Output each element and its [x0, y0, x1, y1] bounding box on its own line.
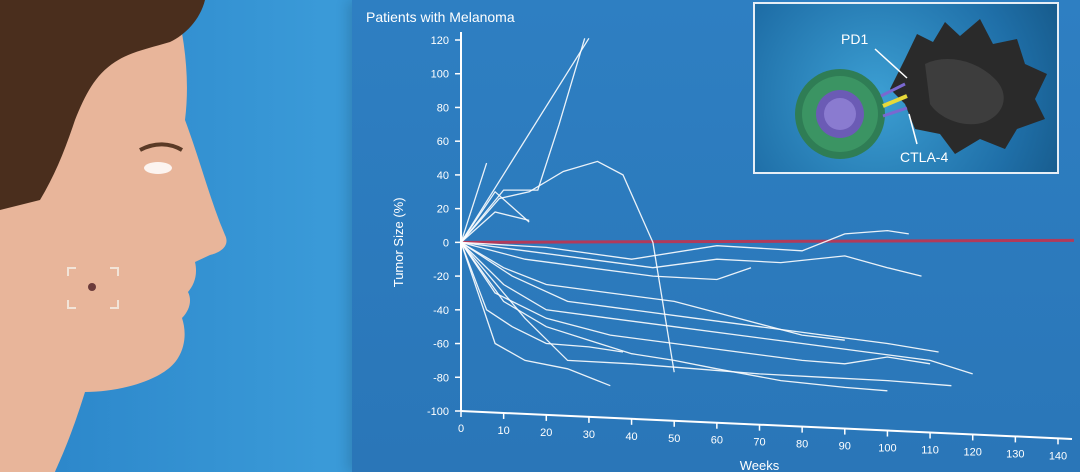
x-tick-label: 130	[1006, 448, 1024, 460]
x-tick-label: 90	[839, 441, 851, 453]
y-tick-label: 0	[443, 237, 449, 249]
x-tick-label: 110	[921, 444, 939, 456]
x-axis	[460, 410, 1073, 440]
face-profile	[0, 0, 227, 472]
chart-title: Patients with Melanoma	[366, 9, 515, 25]
x-tick-label: 20	[540, 427, 552, 439]
y-tick-label: 40	[437, 170, 449, 182]
x-tick-label: 50	[668, 433, 680, 445]
patient-line-5	[460, 160, 675, 373]
patient-line-2	[460, 162, 488, 243]
chart-panel: Patients with Melanoma Tumor Size (%) We…	[352, 0, 1080, 472]
pd1-label: PD1	[841, 31, 868, 47]
y-tick-label: -60	[433, 339, 449, 351]
x-tick-label: 0	[458, 423, 464, 435]
x-tick-label: 80	[796, 439, 808, 451]
patient-line-7	[460, 229, 909, 260]
y-tick-label: 80	[437, 102, 449, 114]
ctla4-pointer	[908, 113, 918, 145]
x-tick-label: 70	[753, 437, 765, 449]
eye-icon	[144, 162, 172, 174]
y-tick-label: 20	[437, 204, 449, 216]
y-tick-label: 100	[431, 69, 449, 81]
ctla4-label: CTLA-4	[900, 149, 948, 165]
focus-bracket-icon	[67, 267, 119, 309]
patient-line-1	[460, 37, 590, 243]
x-tick-label: 100	[878, 443, 896, 455]
patient-line-9	[460, 241, 752, 281]
patient-line-17	[460, 241, 952, 387]
patient-line-10	[460, 241, 845, 341]
patient-line-15	[460, 242, 611, 387]
patient-line-16	[460, 242, 888, 392]
y-tick-label: -80	[433, 372, 449, 384]
patient-line-12	[460, 241, 973, 375]
y-tick-label: -20	[433, 271, 449, 283]
y-tick-label: -100	[427, 406, 449, 418]
patient-line-13	[460, 242, 931, 365]
patient-line-3	[460, 190, 530, 243]
mole-icon	[88, 283, 96, 291]
y-tick-label: 120	[431, 35, 449, 47]
t-cell-icon	[795, 69, 885, 159]
cancer-cell-icon	[890, 19, 1047, 154]
patient-line-8	[460, 241, 922, 277]
x-tick-label: 10	[498, 425, 510, 437]
patient-line-14	[460, 242, 624, 353]
pd1-pointer	[874, 48, 908, 79]
x-tick-label: 120	[964, 446, 982, 458]
x-tick-label: 30	[583, 429, 595, 441]
patient-line-6	[460, 211, 530, 243]
y-tick-label: 60	[437, 136, 449, 148]
tumor-size-chart: Patients with Melanoma Tumor Size (%) We…	[366, 9, 1075, 472]
y-tick-label: -40	[433, 305, 449, 317]
patient-line-11	[460, 241, 939, 353]
immune-cell-inset: PD1 CTLA-4	[753, 2, 1059, 174]
x-tick-label: 60	[711, 435, 723, 447]
baseline-reference-line	[460, 238, 1075, 244]
x-axis-title: Weeks	[740, 458, 780, 472]
receptor-bond-icon	[880, 82, 908, 118]
x-tick-label: 40	[625, 431, 637, 443]
patient-line-4	[460, 38, 586, 243]
x-tick-label: 140	[1049, 450, 1067, 462]
y-axis-title: Tumor Size (%)	[391, 197, 406, 287]
